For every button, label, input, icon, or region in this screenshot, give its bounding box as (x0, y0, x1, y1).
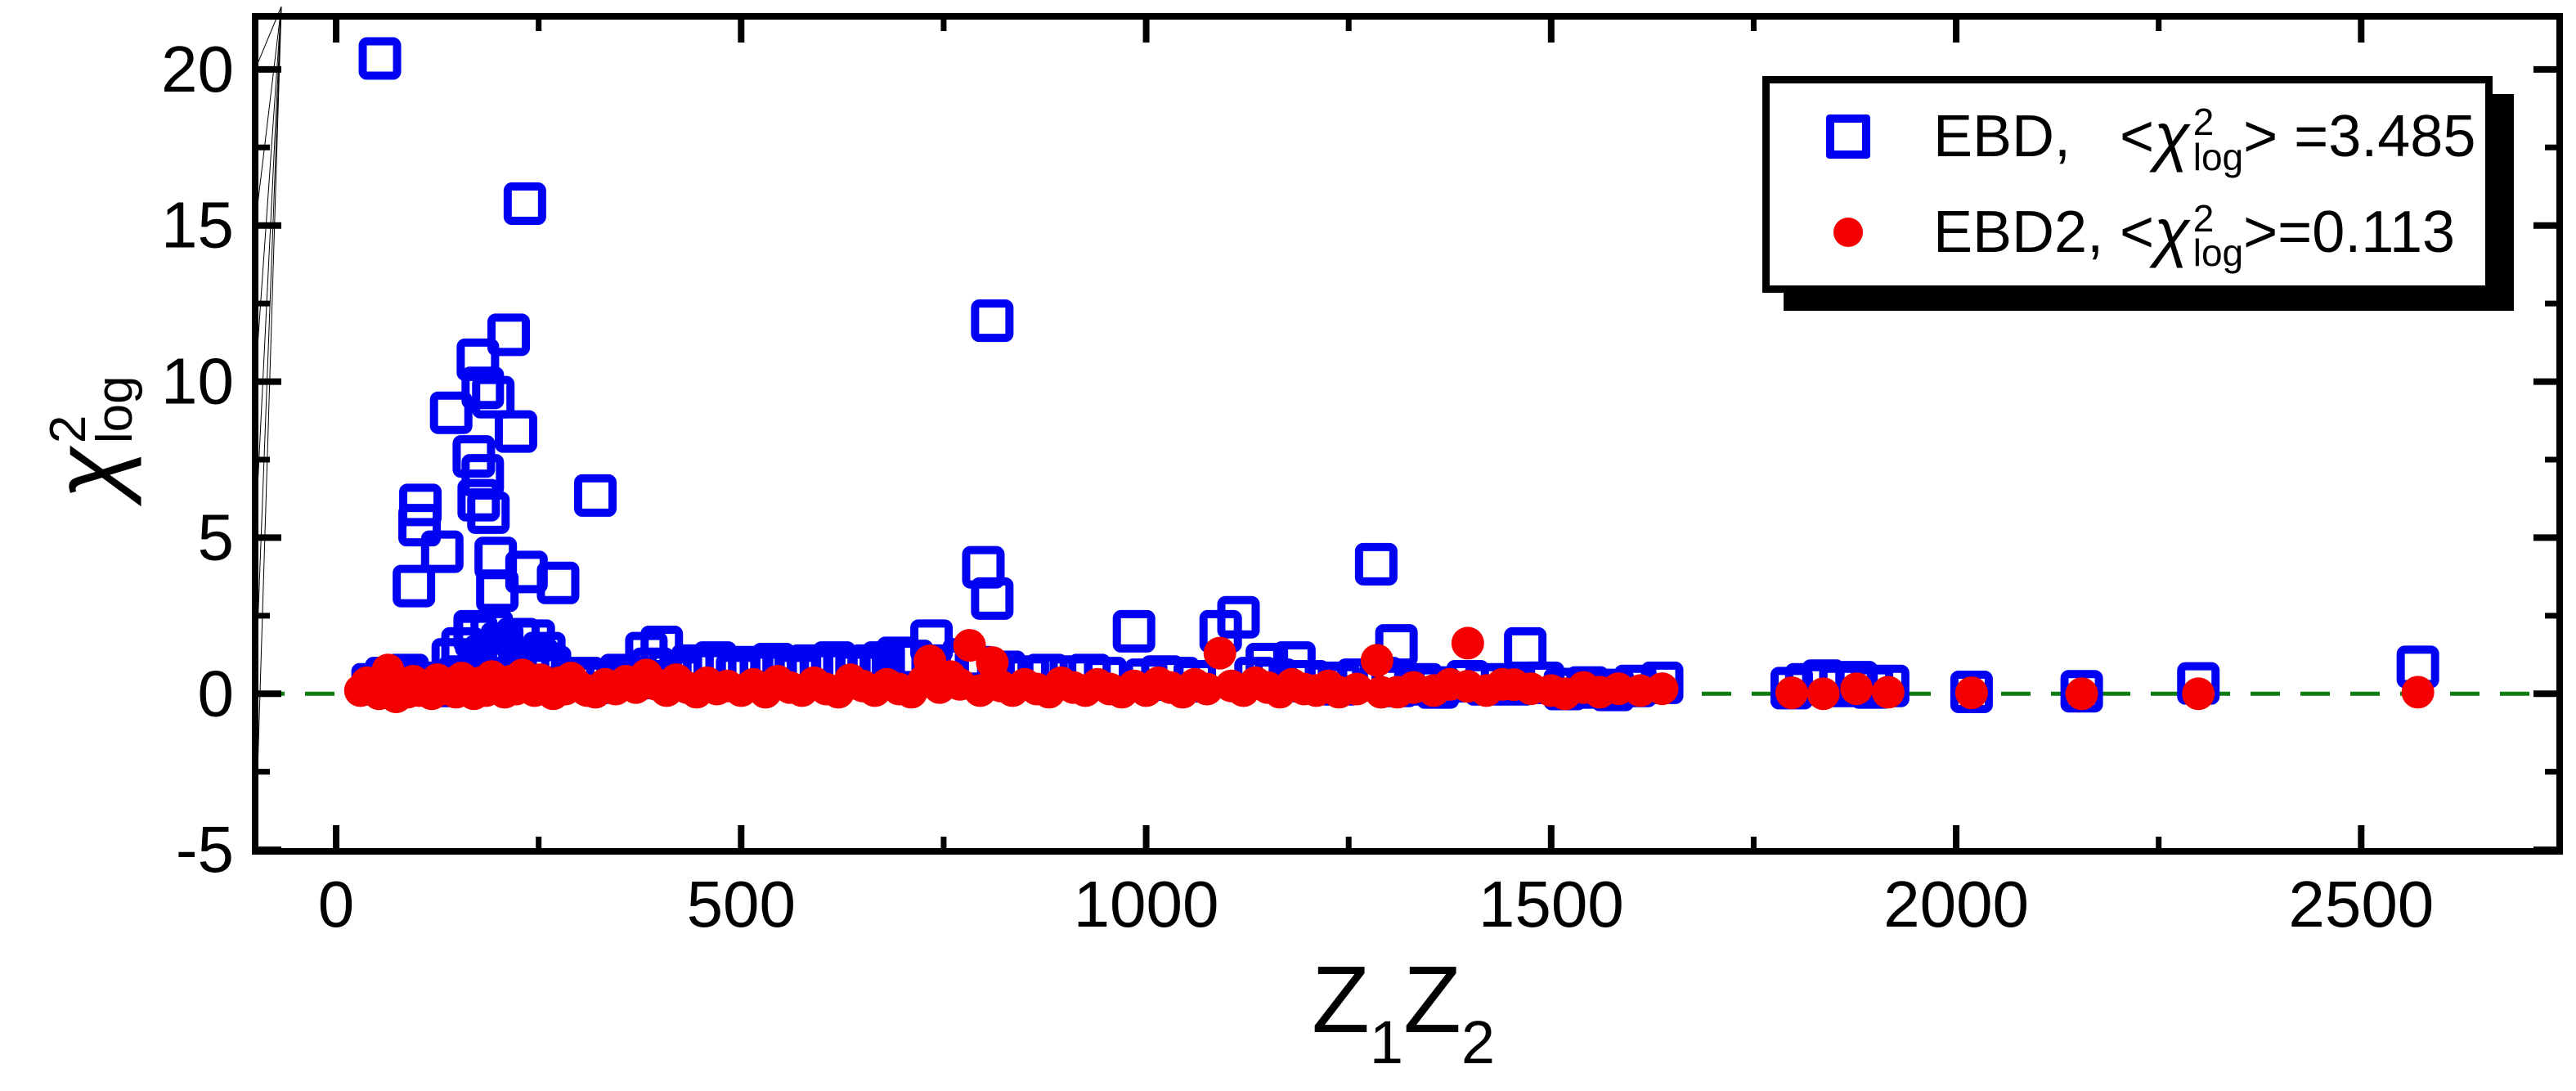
y-axis-supsub: 2 log (39, 375, 143, 444)
x-axis-sub2: 2 (1461, 1008, 1496, 1076)
data-point-circle (1203, 636, 1236, 670)
data-point-square (358, 37, 402, 80)
data-point-circle (1360, 644, 1393, 677)
axis-ticks (254, 6, 2560, 854)
x-tick-label: 1500 (1479, 868, 1624, 941)
y-tick-label: 0 (198, 657, 235, 730)
data-point-square (1112, 609, 1156, 653)
data-point-square (399, 483, 442, 527)
data-point-square (574, 474, 617, 517)
x-tick-label: 500 (687, 868, 796, 941)
data-point-square (971, 299, 1014, 343)
data-point-square (472, 375, 515, 419)
plot-frame (252, 13, 2563, 855)
data-point-square (536, 561, 580, 604)
legend-item-ebd2: EBD2, < χ 2 log >=0.113 (1770, 195, 2485, 275)
data-point-circle (1190, 672, 1223, 706)
x-axis-title: Z1Z2 (1312, 952, 1495, 1073)
x-tick-label: 2000 (1883, 868, 2029, 941)
x-axis-z1: Z (1311, 946, 1370, 1053)
legend-label-ebd2: EBD2, < χ 2 log >=0.113 (1933, 195, 2456, 275)
legend-item-ebd: EBD, < χ 2 log > =3.485 (1770, 99, 2485, 178)
y-tick-label: 20 (161, 33, 234, 106)
data-point-circle (1840, 672, 1874, 706)
data-point-circle (1340, 672, 1374, 706)
legend-label-ebd: EBD, < χ 2 log > =3.485 (1933, 99, 2476, 178)
data-point-square (971, 577, 1014, 620)
legend: EBD, < χ 2 log > =3.485 EBD2, < χ 2 log >=0.113 (1762, 76, 2493, 293)
data-point-square (467, 491, 510, 534)
data-point-circle (1871, 676, 1905, 709)
tick-labels: 0 500 1000 1500 2000 2500 -5 0 5 10 15 20 (161, 33, 2434, 941)
data-point-square (457, 478, 500, 522)
x-axis-sub1: 1 (1369, 1008, 1403, 1076)
data-point-square (1504, 626, 1547, 670)
data-point-square (393, 564, 436, 608)
data-point-square (487, 313, 531, 357)
data-point-square (429, 391, 473, 434)
data-point-circle (953, 629, 986, 662)
data-point-circle (1645, 672, 1679, 706)
data-point-square (1354, 542, 1398, 586)
y-tick-label: 10 (161, 345, 234, 418)
data-point-circle (2401, 676, 2435, 709)
data-point-square (420, 530, 464, 573)
y-axis-title: χ 2 log (34, 375, 143, 500)
data-point-square (461, 366, 505, 410)
filled-circle-icon (1817, 218, 1879, 248)
y-tick-label: 15 (161, 189, 234, 262)
data-point-circle (2182, 677, 2215, 711)
y-axis-superscript: 2 (39, 415, 96, 444)
y-tick-label: -5 (176, 813, 234, 886)
data-point-square (1217, 595, 1260, 639)
data-point-square (494, 410, 537, 453)
series-EBD2 (343, 626, 2435, 714)
data-point-circle (2065, 677, 2098, 711)
data-point-square (503, 182, 546, 226)
y-axis-chi-symbol: χ (34, 447, 142, 500)
open-square-icon (1817, 114, 1879, 159)
y-axis-subscript: log (87, 375, 143, 444)
y-tick-label: 5 (198, 501, 235, 573)
data-point-circle (1806, 677, 1840, 711)
x-axis-z2: Z (1403, 946, 1461, 1053)
data-point-circle (1451, 626, 1484, 660)
x-tick-label: 0 (318, 868, 355, 941)
data-point-circle (1954, 676, 1988, 710)
x-tick-label: 2500 (2288, 868, 2434, 941)
data-point-circle (1775, 676, 1808, 710)
x-tick-label: 1000 (1074, 868, 1219, 941)
